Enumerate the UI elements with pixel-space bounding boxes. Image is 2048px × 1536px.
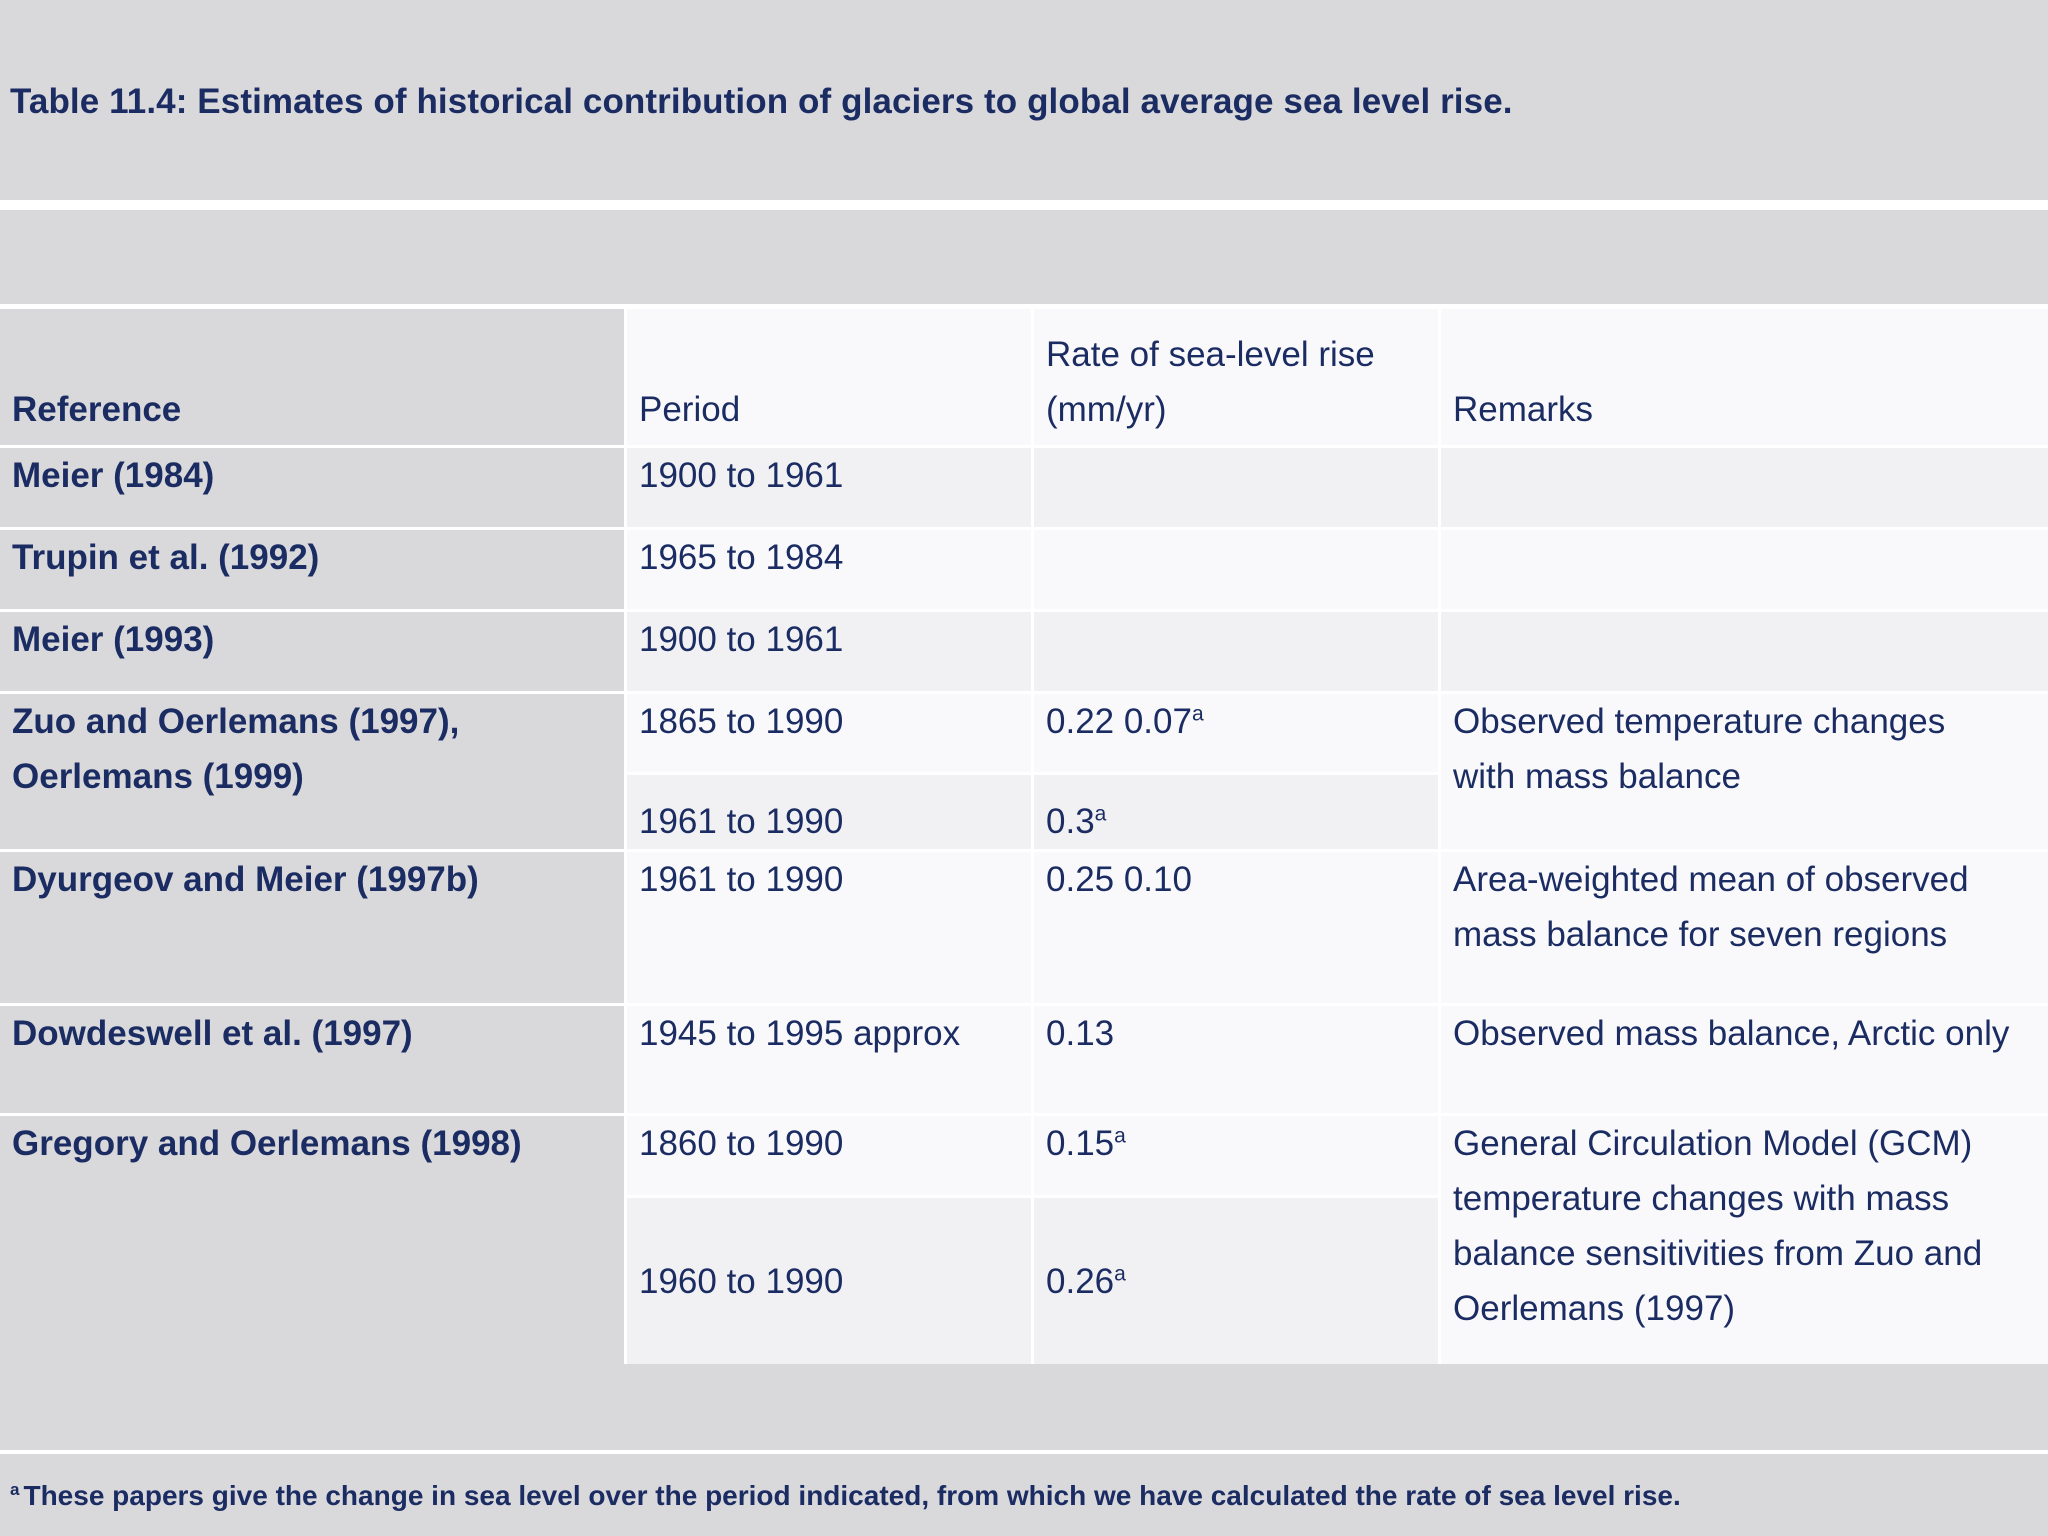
table-row: Meier (1993) 1900 to 1961 [0,612,2048,691]
cell-reference-line2: Oerlemans (1999) [12,757,304,796]
rate-value: 0.26 [1046,1261,1115,1301]
cell-reference: Trupin et al. (1992) [0,530,624,609]
glacier-table: Reference Period Rate of sea-level rise (… [0,306,2048,1367]
rate-superscript: a [1094,802,1107,826]
remarks-line2: temperature changes with mass [1453,1179,1950,1218]
rate-value: 0.15 [1046,1124,1115,1163]
cell-period: 1965 to 1984 [627,530,1031,609]
cell-period: 1961 to 1990 [627,852,1031,1003]
cell-reference: Meier (1984) [0,448,624,527]
footnote-band [0,1454,2048,1536]
cell-rate: 0.26a [1034,1198,1438,1364]
cell-period: 1960 to 1990 [627,1198,1031,1364]
cell-reference: Zuo and Oerlemans (1997), Oerlemans (1999… [0,694,624,849]
header-reference: Reference [0,309,624,445]
cell-rate: 0.25 0.10 [1034,852,1438,1003]
footnote-text: These papers give the change in sea leve… [23,1480,1681,1511]
header-rate-line1: Rate of sea-level rise [1046,335,1375,374]
rate-value: 0.22 0.07 [1046,702,1192,741]
cell-period: 1945 to 1995 approx [627,1006,1031,1113]
table-row: 1960 to 1990 0.26a [0,1198,2048,1364]
table-row: Gregory and Oerlemans (1998) 1860 to 199… [0,1116,2048,1364]
cell-reference-line1: Zuo and Oerlemans (1997), [12,702,460,741]
rate-superscript: a [1191,702,1204,726]
table-row: Meier (1984) 1900 to 1961 [0,448,2048,527]
cell-remarks: General Circulation Model (GCM) temperatu… [1441,1116,2048,1364]
cell-rate: 0.3a [1034,775,1438,849]
table-row: Trupin et al. (1992) 1965 to 1984 [0,530,2048,609]
header-rate: Rate of sea-level rise (mm/yr) [1034,309,1438,445]
cell-rate [1034,448,1438,527]
header-period: Period [627,309,1031,445]
header-rate-line2: (mm/yr) [1046,390,1167,429]
remarks-line1: General Circulation Model (GCM) [1453,1124,1973,1163]
cell-remarks: Observed temperature changes with mass ba… [1441,694,2048,849]
cell-reference: Meier (1993) [0,612,624,691]
cell-rate [1034,612,1438,691]
table-header-row: Reference Period Rate of sea-level rise (… [0,309,2048,445]
cell-remarks [1441,448,2048,527]
cell-period: 1900 to 1961 [627,612,1031,691]
bottom-band [0,1364,2048,1450]
table-row: Dowdeswell et al. (1997) 1945 to 1995 ap… [0,1006,2048,1113]
cell-period: 1961 to 1990 [627,775,1031,849]
cell-remarks: Area-weighted mean of observed mass balan… [1441,852,2048,1003]
remarks-line1: Area-weighted mean of observed [1453,860,1969,899]
title-band [0,0,2048,200]
remarks-line1: Observed temperature changes [1453,702,1946,741]
footnote: a These papers give the change in sea lev… [10,1480,1681,1512]
cell-remarks [1441,530,2048,609]
cell-rate [1034,530,1438,609]
cell-remarks [1441,612,2048,691]
cell-reference: Dyurgeov and Meier (1997b) [0,852,624,1003]
cell-rate: 0.15a [1034,1116,1438,1195]
table-row: 1961 to 1990 0.3a [0,775,2048,849]
cell-period: 1900 to 1961 [627,448,1031,527]
cell-rate: 0.13 [1034,1006,1438,1113]
spacer-band [0,210,2048,304]
remarks-line2: with mass balance [1453,757,1741,796]
cell-rate: 0.22 0.07a [1034,694,1438,772]
cell-reference: Dowdeswell et al. (1997) [0,1006,624,1113]
cell-reference: Gregory and Oerlemans (1998) [0,1116,624,1364]
cell-period: 1865 to 1990 [627,694,1031,772]
rate-superscript: a [1114,1124,1126,1148]
remarks-line3: balance sensitivities from Zuo and [1453,1234,1983,1273]
table-title: Table 11.4: Estimates of historical cont… [10,82,1513,121]
header-remarks: Remarks [1441,309,2048,445]
table-row: Dyurgeov and Meier (1997b) 1961 to 1990 … [0,852,2048,1003]
rate-superscript: a [1114,1261,1126,1285]
remarks-line4: Oerlemans (1997) [1453,1289,1736,1328]
footnote-marker: a [10,1479,20,1499]
cell-period: 1860 to 1990 [627,1116,1031,1195]
table-row: Zuo and Oerlemans (1997), Oerlemans (1999… [0,694,2048,849]
remarks-line2: mass balance for seven regions [1453,915,1948,954]
cell-remarks: Observed mass balance, Arctic only [1441,1006,2048,1113]
rate-value: 0.3 [1046,802,1095,841]
